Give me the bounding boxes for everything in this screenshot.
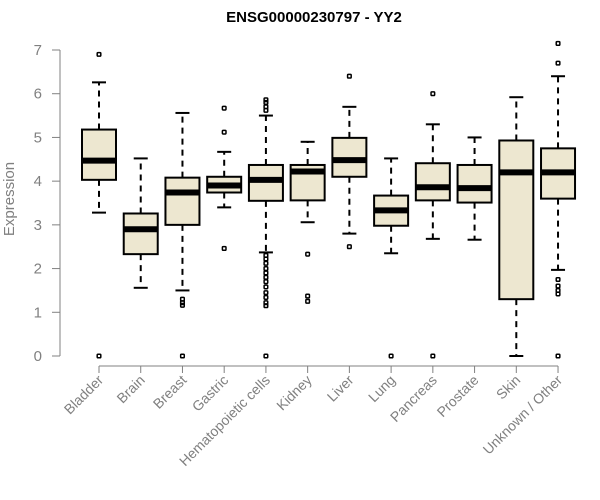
y-tick-label: 4 xyxy=(34,173,42,190)
x-tick-label: Liver xyxy=(324,372,357,405)
outlier-point xyxy=(96,353,102,359)
outlier-point xyxy=(555,40,561,46)
outlier-point xyxy=(305,251,311,257)
box-gastric xyxy=(206,105,243,252)
outlier-point xyxy=(346,244,352,250)
outlier-point xyxy=(263,270,269,276)
outlier-point xyxy=(221,129,227,135)
outlier-point xyxy=(179,300,186,306)
outlier-point xyxy=(346,73,352,79)
outlier-point xyxy=(555,60,561,66)
box-iqr xyxy=(122,212,159,256)
outlier-point xyxy=(305,293,311,299)
y-tick-label: 1 xyxy=(34,304,42,321)
outlier-point xyxy=(263,284,269,290)
outlier-point xyxy=(179,302,186,308)
outlier-point xyxy=(221,245,227,252)
outlier-point xyxy=(388,353,394,359)
outlier-point xyxy=(305,298,311,304)
outlier-point xyxy=(263,266,269,272)
outlier-point xyxy=(263,99,269,106)
x-tick-label: Unknown / Other xyxy=(480,372,566,458)
box-iqr xyxy=(81,128,117,181)
x-tick-label: Brain xyxy=(113,372,147,406)
outlier-point xyxy=(263,107,269,113)
y-tick-label: 5 xyxy=(34,129,42,146)
outlier-point xyxy=(96,51,102,57)
y-axis: 0 1 2 3 4 5 6 7 xyxy=(34,42,61,365)
box-iqr xyxy=(498,139,535,301)
x-tick-label: Skin xyxy=(493,372,524,403)
box-breast xyxy=(164,111,201,359)
box-brain xyxy=(122,157,159,289)
outlier-point xyxy=(263,256,269,262)
boxes-group xyxy=(81,40,577,359)
outlier-point xyxy=(221,105,227,111)
box-lung xyxy=(373,157,410,359)
x-tick-label: Prostate xyxy=(434,372,482,420)
box-liver xyxy=(331,73,368,250)
outlier-point xyxy=(555,353,561,359)
outlier-point xyxy=(263,260,269,266)
box-kidney xyxy=(289,140,326,304)
x-tick-label: Lung xyxy=(365,372,398,405)
outlier-point xyxy=(555,291,561,297)
box-skin xyxy=(498,96,535,357)
outlier-point xyxy=(179,353,186,359)
outlier-point xyxy=(555,276,561,283)
y-tick-label: 7 xyxy=(34,42,42,59)
box-iqr xyxy=(247,163,284,202)
outlier-point xyxy=(263,274,269,280)
box-unknown-other xyxy=(540,40,577,359)
y-axis-label: Expression xyxy=(1,162,18,236)
outlier-point xyxy=(263,279,269,285)
y-tick-label: 2 xyxy=(34,261,42,278)
box-bladder xyxy=(81,51,117,359)
outlier-point xyxy=(263,290,269,296)
x-tick-label: Kidney xyxy=(273,372,315,414)
box-iqr xyxy=(456,163,493,204)
outlier-point xyxy=(263,294,269,300)
x-tick-label: Breast xyxy=(150,372,190,412)
box-pancreas xyxy=(414,91,451,359)
outlier-point xyxy=(430,91,436,97)
y-tick-label: 6 xyxy=(34,86,42,103)
chart-title: ENSG00000230797 - YY2 xyxy=(226,9,402,26)
box-hematopoietic-cells xyxy=(247,97,284,359)
box-iqr xyxy=(164,176,201,226)
y-tick-label: 3 xyxy=(34,217,42,234)
box-prostate xyxy=(456,136,493,241)
outlier-point xyxy=(263,97,269,103)
outlier-point xyxy=(555,283,561,289)
box-iqr xyxy=(414,162,451,202)
outlier-point xyxy=(263,303,269,309)
outlier-point xyxy=(430,353,436,359)
outlier-point xyxy=(263,353,269,359)
x-tick-label: Bladder xyxy=(61,372,107,418)
y-tick-label: 0 xyxy=(34,348,42,365)
